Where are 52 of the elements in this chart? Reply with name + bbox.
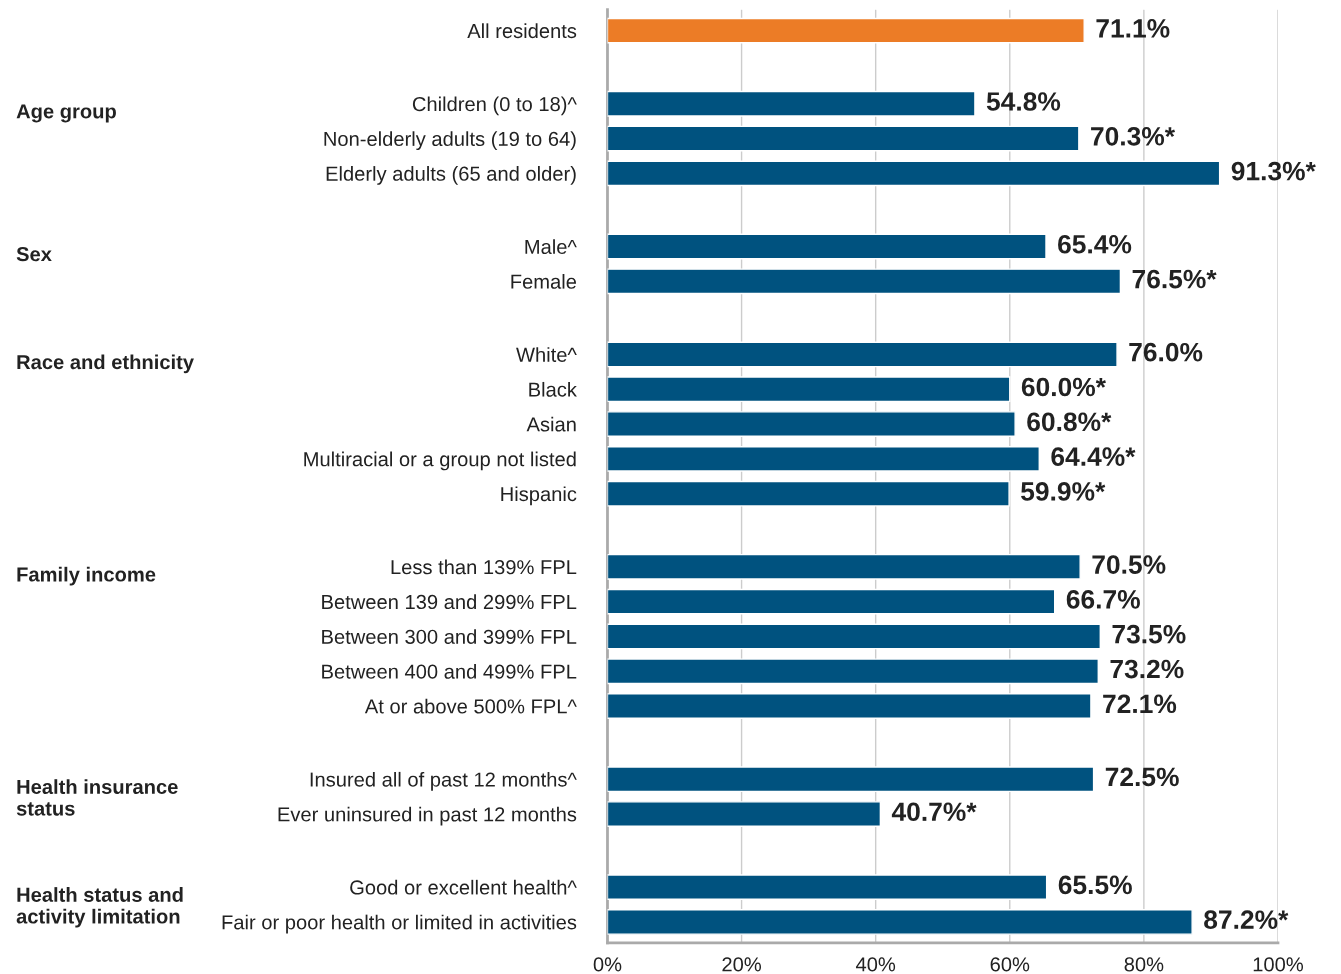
x-tick-label: 20% <box>722 957 762 972</box>
data-label: 70.5% <box>1092 555 1166 574</box>
data-label: 71.1% <box>1096 19 1170 38</box>
y-tick-label: Hispanic <box>501 486 577 506</box>
data-label: 70.3%* <box>1091 126 1176 146</box>
y-tick-label: Asian <box>526 416 576 432</box>
x-tick-label: 100% <box>1253 957 1304 972</box>
text: Race and ethnicity <box>17 354 194 374</box>
data-label: 66.7% <box>1066 590 1140 609</box>
y-tick-label: Black <box>529 381 577 397</box>
y-tick-label: At or above 500% FPL^ <box>364 698 577 714</box>
y-tick-label: Less than 139% FPL <box>391 559 577 575</box>
text: Health status and activity limitation <box>16 887 183 928</box>
data-label: 59.9%* <box>1021 482 1106 501</box>
data-label: 76.0% <box>1129 342 1203 362</box>
y-tick-label: Between 139 and 299% FPL <box>322 594 577 610</box>
y-tick-label: Between 300 and 399% FPL <box>322 629 577 644</box>
data-label: 91.3%* <box>1231 161 1316 181</box>
x-tick-label: 60% <box>990 957 1030 972</box>
x-tick-label: 40% <box>855 957 896 972</box>
x-tick-label: 0% <box>593 957 622 972</box>
data-label: 87.2%* <box>1204 910 1289 930</box>
text: Family income <box>17 566 156 586</box>
data-label: 54.8% <box>986 92 1061 111</box>
data-label: 60.8%* <box>1027 412 1112 432</box>
data-label: 65.4% <box>1058 234 1132 254</box>
y-tick-label: Female <box>511 274 577 289</box>
y-tick-label: Fair or poor health or limited in activities <box>222 914 577 934</box>
data-label: 73.5% <box>1112 624 1186 644</box>
y-tick-label: Good or excellent health^ <box>350 879 577 895</box>
data-label: 60.0%* <box>1021 377 1106 397</box>
data-label: 76.5%* <box>1132 269 1217 289</box>
data-label: 64.4%* <box>1051 447 1136 466</box>
data-label: 40.7%* <box>891 802 977 822</box>
text: Health insurance status <box>16 779 178 816</box>
y-tick-label: Ever uninsured in past 12 months <box>278 806 577 826</box>
text: Sex <box>16 247 52 262</box>
data-label: 73.2% <box>1110 659 1184 679</box>
y-tick-label: Elderly adults (65 and older) <box>326 166 576 185</box>
y-tick-label: Non-elderly adults (19 to 64) <box>324 131 576 151</box>
y-tick-label: Between 400 and 499% FPL <box>322 663 577 679</box>
y-tick-label: Children (0 to 18)^ <box>412 96 577 116</box>
x-tick-label: 80% <box>1124 957 1164 972</box>
y-tick-label: Male^ <box>525 239 577 254</box>
data-label: 65.5% <box>1058 875 1132 895</box>
text: Age group <box>16 104 116 123</box>
data-label: 72.5% <box>1105 767 1179 787</box>
y-tick-label: Multiracial or a group not listed <box>304 451 576 471</box>
y-tick-label: White^ <box>516 347 577 362</box>
data-label: 72.1% <box>1103 694 1177 714</box>
y-tick-label: All residents <box>467 23 577 39</box>
y-tick-label: Insured all of past 12 months^ <box>310 771 577 791</box>
